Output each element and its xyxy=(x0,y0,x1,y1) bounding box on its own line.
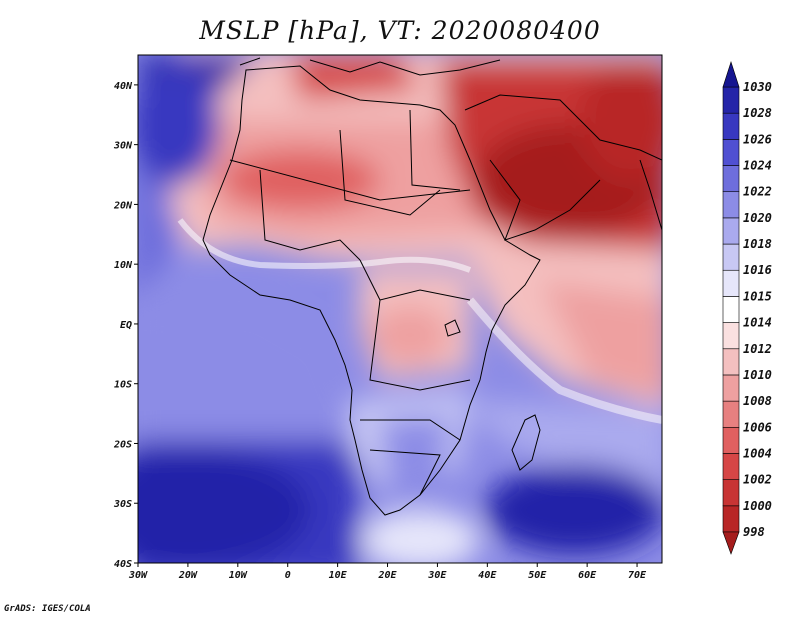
madagascar xyxy=(511,414,541,471)
lake-victoria xyxy=(444,319,461,337)
lat-tick-label: 40N xyxy=(114,81,133,92)
border-4 xyxy=(359,259,471,301)
lon-tick-label: 50E xyxy=(528,570,547,581)
colorbar-box xyxy=(722,426,740,454)
border-2 xyxy=(259,169,361,261)
pressure-blobs xyxy=(138,55,662,563)
border-8 xyxy=(409,109,461,191)
lon-tick-label: 10E xyxy=(329,570,348,581)
lat-tick-label: 20N xyxy=(113,200,133,211)
lat-tick-label: 40S xyxy=(114,559,132,570)
colorbar-label: 1016 xyxy=(743,263,772,277)
lon-tick-label: 70E xyxy=(628,570,647,581)
map-title: MSLP [hPa], VT: 2020080400 xyxy=(199,16,601,45)
lat-tick-label: 30N xyxy=(113,141,133,152)
colorbar-label: 1024 xyxy=(743,159,772,173)
colorbar-label: 1004 xyxy=(743,446,772,460)
colorbar-box xyxy=(722,139,740,166)
lon-tick-label: 60E xyxy=(578,570,597,581)
colorbar-label: 1000 xyxy=(743,499,772,513)
border-5 xyxy=(369,299,471,391)
colorbar-label: 1015 xyxy=(743,289,772,303)
colorbar-label: 1012 xyxy=(743,342,772,356)
colorbar-label: 1010 xyxy=(743,368,772,382)
colorbar-box xyxy=(722,348,740,376)
lon-tick-label: 0 xyxy=(285,570,291,581)
colorbar-box xyxy=(722,243,740,271)
lat-tick-label: 30S xyxy=(113,499,132,510)
colorbar-label: 1030 xyxy=(743,80,772,94)
latitude-axis: 40N 30N 20N 10N EQ 10S 20S 30S 40S xyxy=(113,81,138,570)
pressure-field xyxy=(138,55,662,563)
border-3 xyxy=(339,129,441,216)
arabia-south xyxy=(489,159,601,241)
lat-tick-label: 10N xyxy=(114,260,133,271)
lat-tick-label: 10S xyxy=(114,380,132,391)
colorbar-min-arrow xyxy=(722,531,740,555)
colorbar-label: 1006 xyxy=(743,420,772,434)
colorbar-label: 1020 xyxy=(743,211,772,225)
colorbar-max-arrow xyxy=(722,61,740,88)
border-6 xyxy=(360,419,461,441)
colorbar-label: 1026 xyxy=(743,132,772,146)
colorbar-label: 1028 xyxy=(743,106,772,120)
lon-tick-label: 30W xyxy=(128,570,148,581)
coastlines xyxy=(202,57,662,516)
colorbar-label: 1014 xyxy=(743,316,772,330)
lon-tick-label: 40E xyxy=(478,570,497,581)
colorbar-label: 1008 xyxy=(743,394,772,408)
map-frame xyxy=(137,54,663,564)
colorbar-box xyxy=(722,453,740,480)
colorbar-box xyxy=(722,217,740,245)
grads-credit: GrADS: IGES/COLA xyxy=(4,604,91,614)
colorbar-label: 1018 xyxy=(743,237,772,251)
colorbar-box xyxy=(722,269,740,297)
colorbar: 998 1000 1002 1004 1006 1008 1010 1012 1014 1015 1… xyxy=(722,61,772,555)
colorbar-box xyxy=(722,165,740,193)
longitude-axis: 30W 20W 10W 0 10E 20E 30E 40E 50E 60E 70E xyxy=(128,563,647,581)
colorbar-box xyxy=(722,86,740,114)
border-7 xyxy=(369,449,441,496)
colorbar-box xyxy=(722,479,740,507)
colorbar-box xyxy=(722,400,740,428)
colorbar-label: 998 xyxy=(743,525,765,539)
africa-coastline xyxy=(202,65,541,516)
border-1 xyxy=(229,159,471,201)
colorbar-label: 1022 xyxy=(743,185,772,199)
lon-tick-label: 20E xyxy=(377,570,397,581)
colorbar-box xyxy=(722,296,740,323)
colorbar-box xyxy=(722,191,740,219)
lon-tick-label: 30E xyxy=(427,570,447,581)
lon-tick-label: 20W xyxy=(178,570,198,581)
lon-tick-label: 10W xyxy=(229,570,248,581)
lat-tick-label: 20S xyxy=(113,439,132,450)
colorbar-box xyxy=(722,374,740,402)
europe-coast xyxy=(239,57,501,76)
india-coast xyxy=(639,159,662,231)
colorbar-box xyxy=(722,505,740,533)
colorbar-box xyxy=(722,112,740,140)
colorbar-label: 1002 xyxy=(743,473,772,487)
arabia-coastline xyxy=(464,94,662,161)
lat-tick-label: EQ xyxy=(120,320,132,331)
colorbar-box xyxy=(722,322,740,350)
